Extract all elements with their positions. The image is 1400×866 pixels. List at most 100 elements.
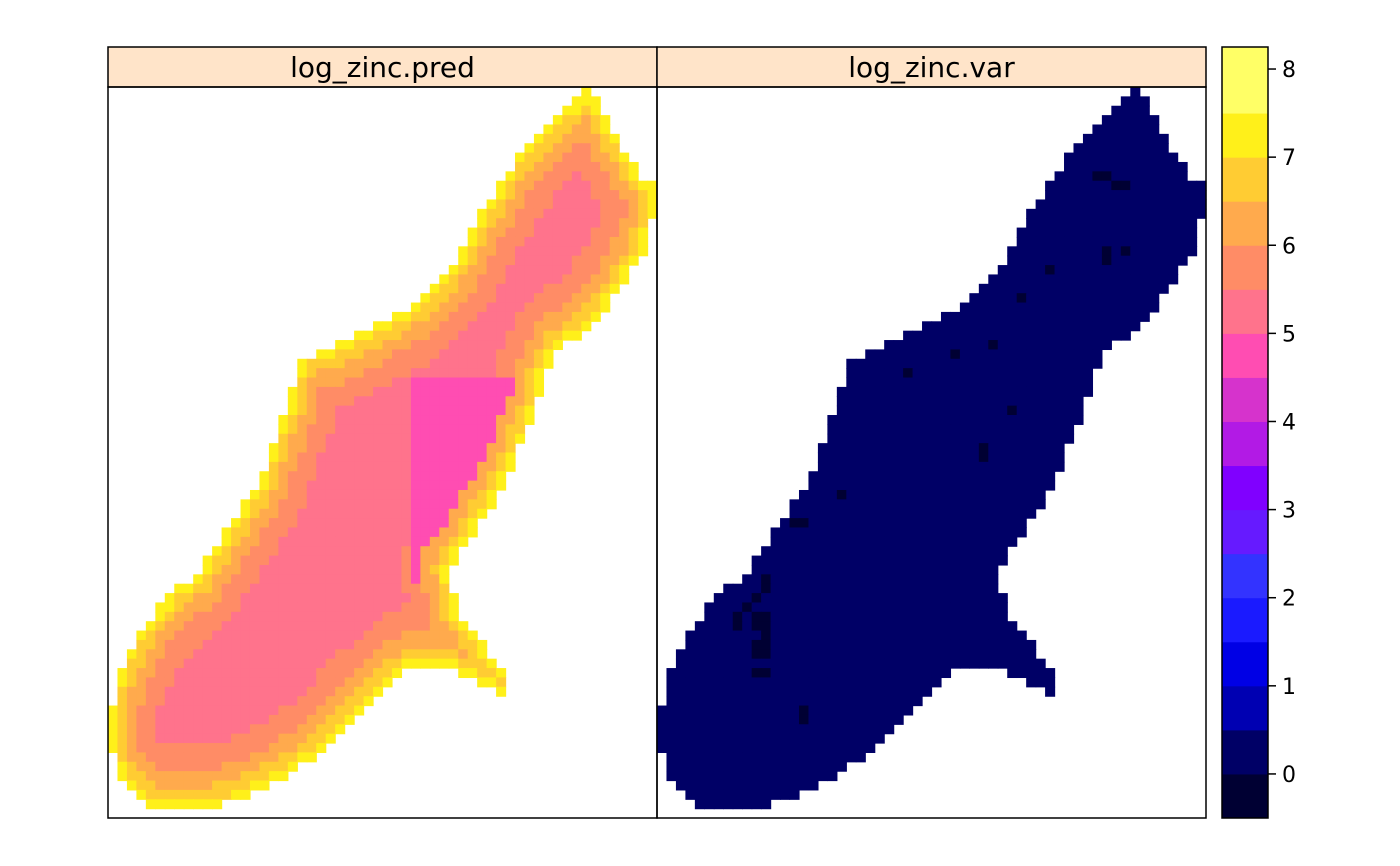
raster-cell <box>136 752 147 763</box>
raster-cell <box>316 527 327 538</box>
raster-cell <box>335 452 346 463</box>
raster-cell <box>240 677 251 688</box>
raster-cell <box>486 283 497 294</box>
raster-cell <box>950 527 961 538</box>
raster-cell <box>306 471 317 482</box>
raster-cell <box>344 574 355 585</box>
raster-cell <box>931 677 942 688</box>
raster-cell <box>808 686 819 697</box>
raster-cell <box>1149 199 1160 210</box>
raster-cell <box>922 583 933 594</box>
raster-cell <box>571 124 582 135</box>
raster-cell <box>1026 293 1037 304</box>
raster-cell <box>940 518 952 529</box>
raster-cell <box>410 302 421 313</box>
raster-cell <box>836 724 847 735</box>
raster-cell <box>515 358 526 369</box>
raster-cell <box>590 311 601 322</box>
raster-cell <box>231 649 242 660</box>
raster-cell <box>240 508 251 519</box>
raster-cell <box>448 396 459 407</box>
raster-cell <box>903 415 914 425</box>
raster-cell <box>448 658 459 669</box>
raster-cell <box>997 283 1008 294</box>
raster-cell <box>354 564 365 575</box>
colorbar-frame <box>1221 46 1269 819</box>
raster-cell <box>988 433 999 444</box>
raster-cell <box>145 630 156 641</box>
raster-cell <box>287 714 298 725</box>
raster-cell <box>893 499 904 510</box>
raster-cell <box>391 461 403 472</box>
raster-cell <box>1073 190 1084 201</box>
raster-cell <box>1187 208 1198 219</box>
raster-cell <box>1158 171 1169 182</box>
raster-cell <box>126 705 137 716</box>
raster-cell <box>145 771 156 782</box>
raster-cell <box>922 424 933 435</box>
raster-cell <box>325 471 336 482</box>
raster-cell <box>780 724 791 735</box>
raster-cell <box>268 461 279 472</box>
raster-cell <box>420 602 431 613</box>
raster-cell <box>751 696 762 707</box>
raster-cell <box>183 649 194 660</box>
raster-cell <box>496 255 507 266</box>
raster-cell <box>1054 283 1065 294</box>
raster-cell <box>1035 452 1046 463</box>
raster-cell <box>798 752 810 763</box>
raster-cell <box>723 771 734 782</box>
raster-cell <box>363 358 374 369</box>
raster-cell <box>231 714 242 725</box>
raster-cell <box>1026 489 1037 500</box>
raster-cell <box>316 630 327 641</box>
raster-cell <box>846 686 857 697</box>
raster-cell <box>931 621 942 632</box>
raster-cell <box>1016 377 1027 388</box>
raster-cell <box>1026 208 1037 219</box>
raster-cell <box>940 536 952 547</box>
raster-cell <box>1120 124 1131 135</box>
raster-cell <box>439 405 450 416</box>
raster-cell <box>836 518 847 529</box>
raster-cell <box>997 358 1008 369</box>
raster-cell <box>1120 105 1131 116</box>
raster-cell <box>940 639 952 650</box>
raster-cell <box>410 396 421 407</box>
raster-cell <box>145 761 156 772</box>
raster-cell <box>117 752 128 763</box>
raster-cell <box>922 639 933 650</box>
raster-cell <box>950 349 961 360</box>
raster-cell <box>1120 180 1131 191</box>
raster-cell <box>1054 461 1065 472</box>
raster-cell <box>448 480 459 491</box>
raster-cell <box>155 668 166 679</box>
raster-cell <box>543 199 554 210</box>
raster-cell <box>306 368 317 379</box>
raster-cell <box>780 789 791 800</box>
raster-cell <box>903 368 914 379</box>
raster-cell <box>382 508 393 519</box>
raster-cell <box>1120 330 1131 341</box>
raster-cell <box>448 443 459 454</box>
raster-cell <box>1007 340 1018 351</box>
raster-cell <box>817 771 828 782</box>
raster-cell <box>988 396 999 407</box>
raster-cell <box>354 405 365 416</box>
raster-cell <box>1035 424 1046 435</box>
raster-cell <box>865 564 876 575</box>
raster-cell <box>477 415 488 425</box>
raster-cell <box>335 527 346 538</box>
raster-cell <box>448 555 459 566</box>
raster-cell <box>202 771 213 782</box>
raster-cell <box>543 227 554 238</box>
raster-cell <box>1120 218 1131 229</box>
raster-cell <box>704 799 715 810</box>
raster-cell <box>458 349 469 360</box>
raster-cell <box>1092 255 1103 266</box>
raster-cell <box>240 705 251 716</box>
raster-cell <box>827 649 838 660</box>
raster-cell <box>1082 274 1094 285</box>
raster-cell <box>212 714 223 725</box>
raster-cell <box>278 508 289 519</box>
